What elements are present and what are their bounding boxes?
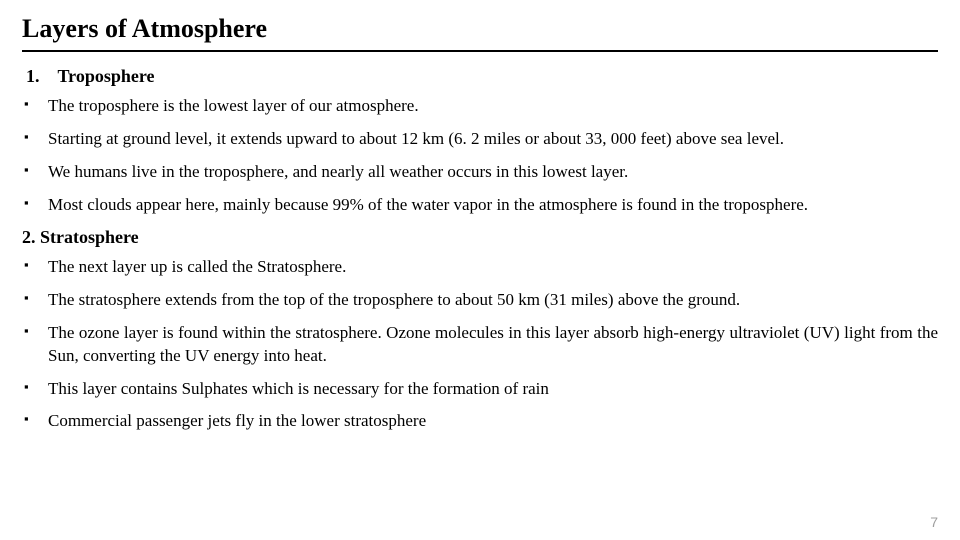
list-item: This layer contains Sulphates which is n… (42, 378, 938, 401)
list-item: The troposphere is the lowest layer of o… (42, 95, 938, 118)
page-container: Layers of Atmosphere 1. Troposphere The … (0, 0, 960, 540)
list-item: The next layer up is called the Stratosp… (42, 256, 938, 279)
bullet-list-stratosphere: The next layer up is called the Stratosp… (22, 256, 938, 434)
list-item: Commercial passenger jets fly in the low… (42, 410, 938, 433)
bullet-list-troposphere: The troposphere is the lowest layer of o… (22, 95, 938, 217)
section-heading-stratosphere: 2. Stratosphere (22, 227, 938, 248)
page-title: Layers of Atmosphere (22, 14, 938, 52)
list-item: We humans live in the troposphere, and n… (42, 161, 938, 184)
list-item: The ozone layer is found within the stra… (42, 322, 938, 368)
list-item: Most clouds appear here, mainly because … (42, 194, 938, 217)
section-heading-troposphere: 1. Troposphere (22, 66, 938, 87)
list-item: The stratosphere extends from the top of… (42, 289, 938, 312)
list-item: Starting at ground level, it extends upw… (42, 128, 938, 151)
page-number: 7 (930, 514, 938, 530)
